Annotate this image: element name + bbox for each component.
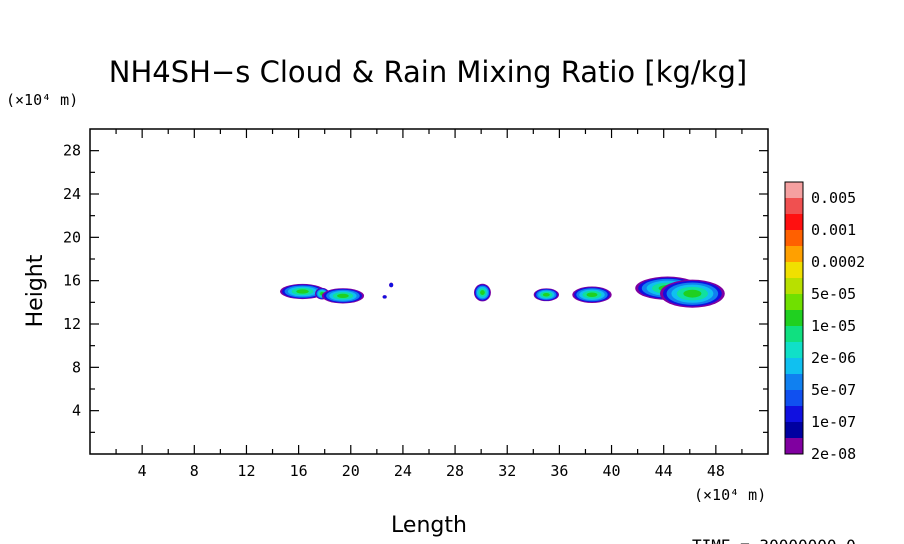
cloud-region — [533, 288, 560, 302]
colorbar-swatch — [785, 358, 803, 375]
cloud-region — [659, 279, 725, 308]
colorbar-swatch — [785, 326, 803, 343]
colorbar-swatch — [785, 310, 803, 327]
colorbar-swatch — [785, 390, 803, 407]
colorbar-label: 5e-07 — [811, 381, 856, 399]
colorbar: 0.005 0.001 0.0002 5e-05 1e-05 2e-06 5e-07 1e-0… — [784, 181, 865, 463]
colorbar-label: 0.005 — [811, 189, 856, 207]
colorbar-label: 2e-06 — [811, 349, 856, 367]
x-tick-label: 16 — [290, 462, 308, 480]
x-tick-label: 4 — [138, 462, 147, 480]
colorbar-swatch — [785, 374, 803, 391]
chart-title: NH4SH−s Cloud & Rain Mixing Ratio [kg/kg… — [109, 55, 747, 89]
cloud-region — [321, 288, 365, 304]
colorbar-swatch — [785, 246, 803, 263]
cloud-contour — [586, 292, 598, 298]
y-axis-ticks: 4 8 12 16 20 24 28 — [63, 142, 768, 433]
colorbar-frame — [784, 181, 804, 455]
colorbar-swatch — [785, 230, 803, 247]
colorbar-label: 0.001 — [811, 221, 856, 239]
x-tick-label: 40 — [603, 462, 621, 480]
colorbar-swatch — [785, 406, 803, 423]
colorbar-swatch — [785, 342, 803, 359]
x-unit-label: (×10⁴ m) — [694, 486, 766, 504]
x-tick-label: 36 — [550, 462, 568, 480]
y-tick-label: 28 — [63, 142, 81, 160]
colorbar-swatch — [785, 294, 803, 311]
cloud-region — [389, 282, 394, 288]
y-unit-label: (×10⁴ m) — [6, 91, 78, 109]
time-label: TIME = 30000000.0 — [692, 536, 856, 544]
x-axis-ticks: 4 8 12 16 20 24 28 32 36 40 44 48 — [115, 129, 743, 480]
colorbar-label: 1e-07 — [811, 413, 856, 431]
colorbar-label: 2e-08 — [811, 445, 856, 463]
cloud-contour — [337, 293, 349, 298]
cloud-region — [279, 283, 326, 300]
x-axis-title: Length — [391, 513, 467, 538]
colorbar-swatch — [785, 214, 803, 231]
x-tick-label: 32 — [498, 462, 516, 480]
cloud-contour — [542, 292, 550, 297]
y-tick-label: 8 — [72, 358, 81, 376]
cloud-regions — [279, 276, 725, 308]
colorbar-label: 1e-05 — [811, 317, 856, 335]
y-tick-label: 4 — [72, 402, 81, 420]
y-tick-label: 12 — [63, 315, 81, 333]
x-tick-label: 48 — [707, 462, 725, 480]
colorbar-swatch — [785, 438, 803, 455]
cloud-region — [572, 286, 612, 303]
colorbar-label: 5e-05 — [811, 285, 856, 303]
cloud-contour — [296, 289, 309, 294]
y-tick-label: 16 — [63, 272, 81, 290]
y-axis-title: Height — [23, 254, 48, 327]
x-tick-label: 20 — [342, 462, 360, 480]
cloud-region — [382, 295, 387, 299]
x-tick-label: 8 — [190, 462, 199, 480]
cloud-contour — [389, 282, 394, 288]
y-tick-label: 20 — [63, 228, 81, 246]
colorbar-swatch — [785, 182, 803, 199]
x-tick-label: 24 — [394, 462, 412, 480]
colorbar-swatch — [785, 422, 803, 439]
y-tick-label: 24 — [63, 185, 81, 203]
colorbar-label: 0.0002 — [811, 253, 865, 271]
x-tick-label: 12 — [237, 462, 255, 480]
cloud-region — [474, 283, 491, 302]
cloud-contour — [683, 289, 702, 298]
colorbar-swatch — [785, 262, 803, 279]
colorbar-swatch — [785, 278, 803, 295]
x-tick-label: 44 — [655, 462, 673, 480]
cloud-contour — [382, 295, 387, 299]
cloud-contour — [480, 290, 485, 296]
x-tick-label: 28 — [446, 462, 464, 480]
colorbar-swatch — [785, 198, 803, 215]
